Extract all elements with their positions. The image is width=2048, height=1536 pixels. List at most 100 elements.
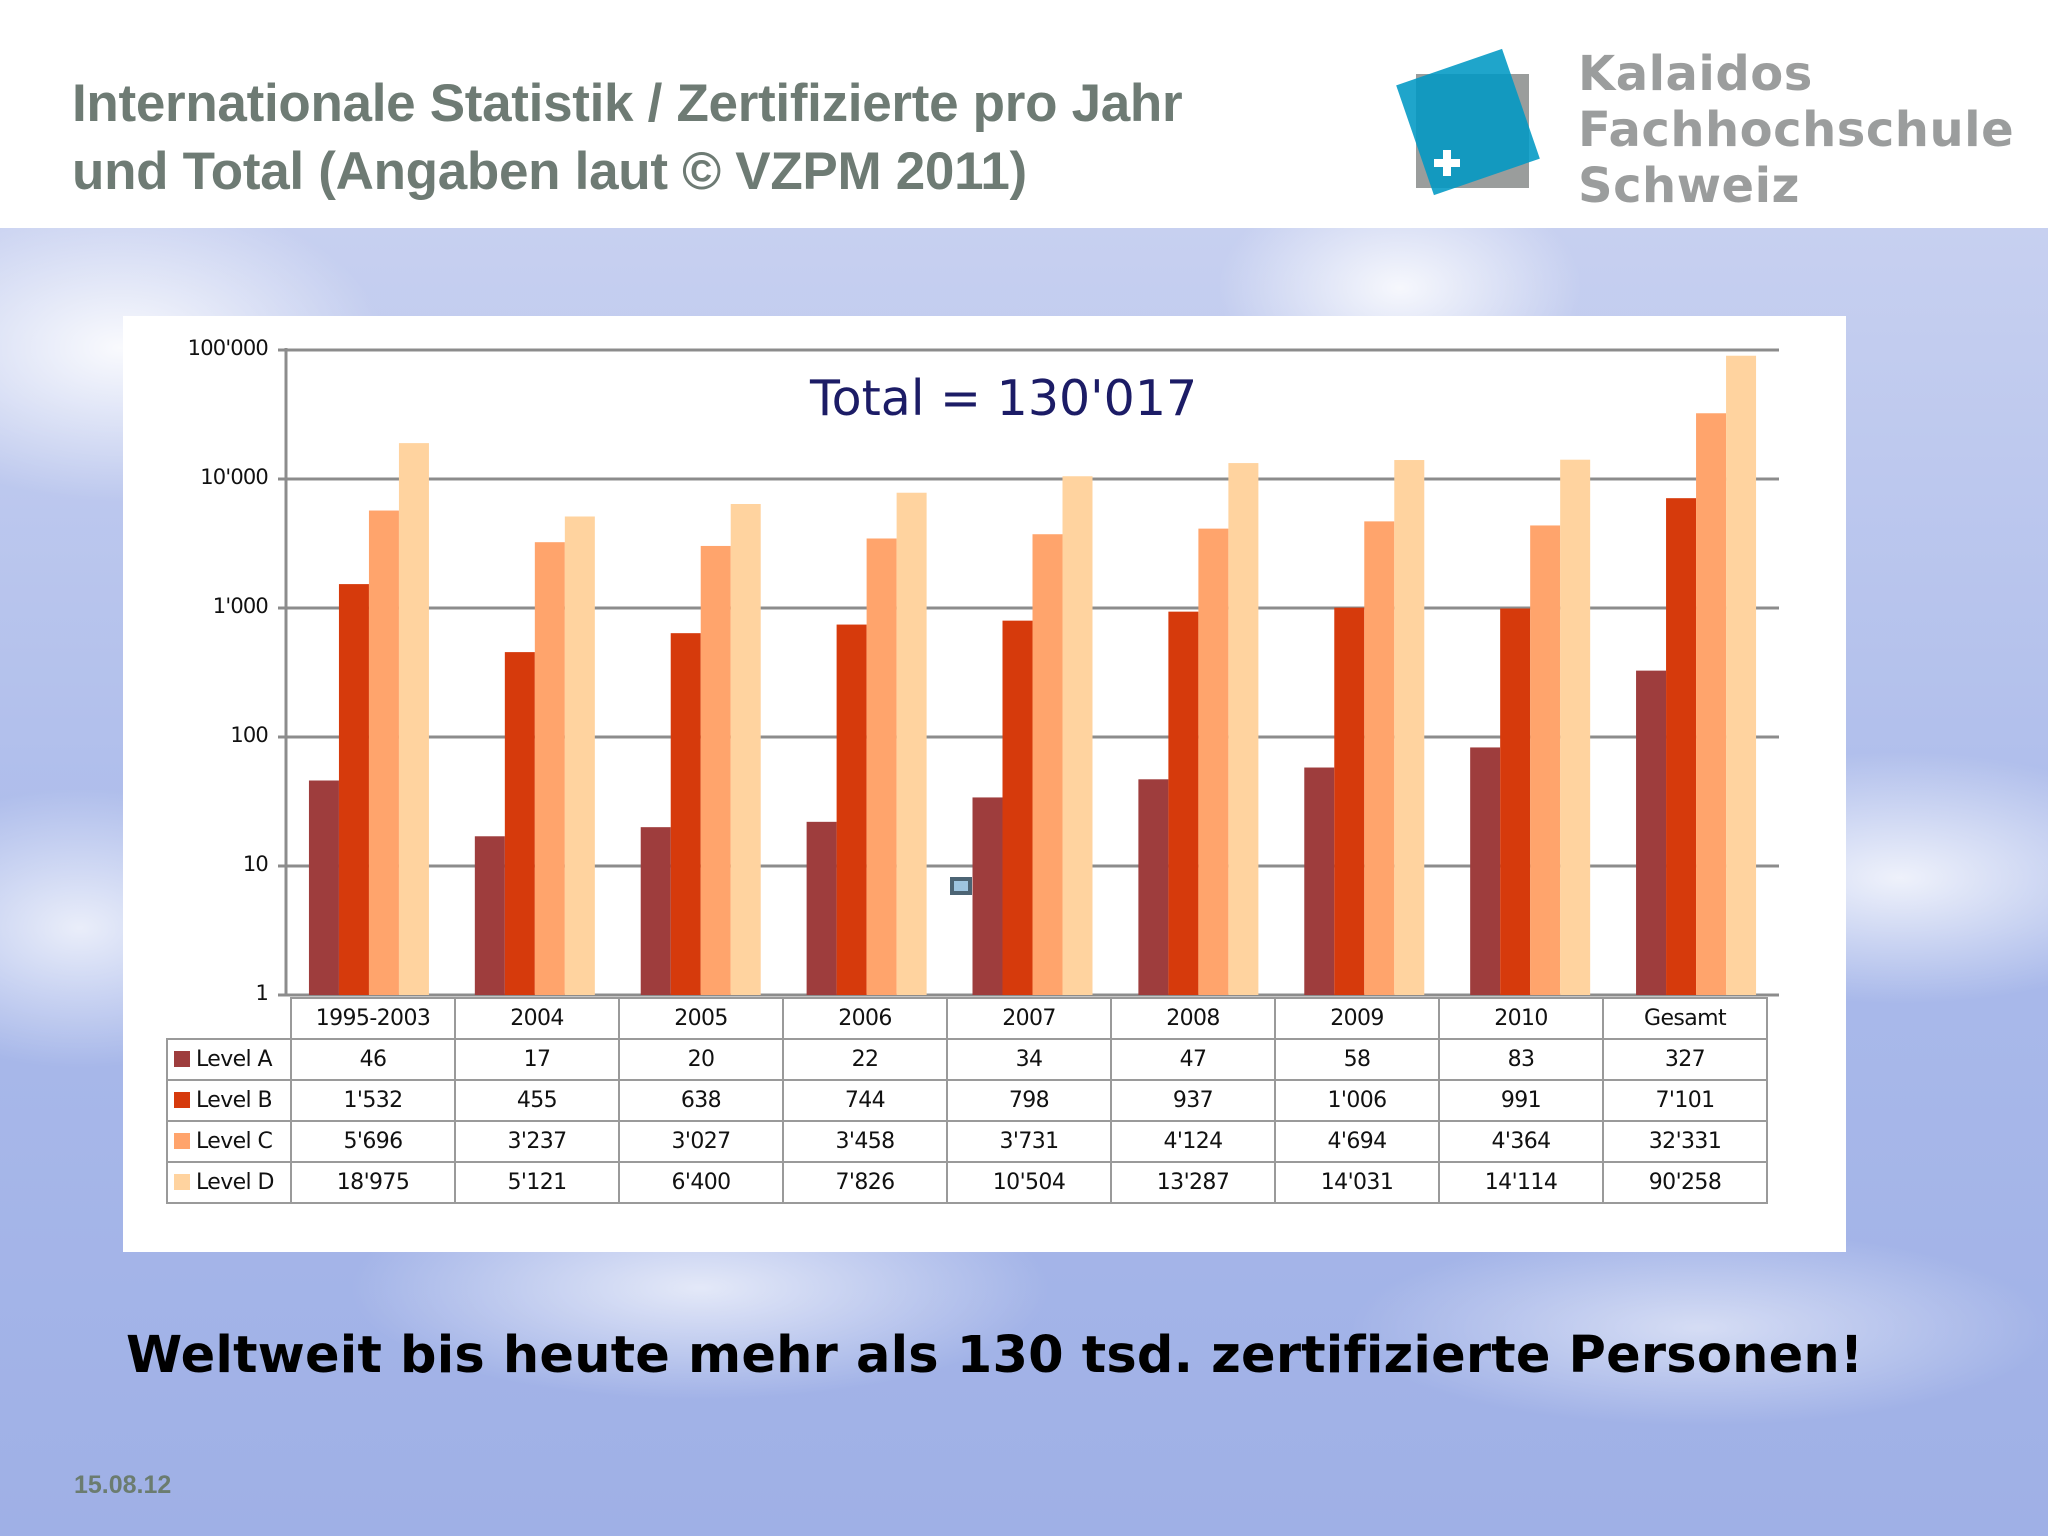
table-cell: 83	[1438, 1038, 1604, 1081]
logo-line-1: Kalaidos	[1578, 46, 1813, 102]
table-cell: 1'006	[1274, 1079, 1440, 1122]
legend-swatch-icon	[174, 1092, 190, 1108]
table-cell: 5'121	[454, 1161, 620, 1204]
bar-level-d	[1394, 460, 1425, 995]
y-tick-label: 100	[230, 723, 268, 747]
bar-level-b	[836, 624, 867, 995]
table-cell: 22	[782, 1038, 948, 1081]
legend-label: Level A	[196, 1047, 273, 1072]
footer-statement: Weltweit bis heute mehr als 130 tsd. zer…	[126, 1326, 1864, 1385]
table-cell: 90'258	[1602, 1161, 1768, 1204]
chart-total-title: Total = 130'017	[810, 370, 1198, 427]
legend-swatch-icon	[174, 1133, 190, 1149]
table-cell: 937	[1110, 1079, 1276, 1122]
table-cell: 4'124	[1110, 1120, 1276, 1163]
y-tick-label: 10'000	[200, 465, 269, 489]
bar-level-a	[474, 836, 505, 995]
category-header: 2005	[618, 997, 784, 1040]
legend-swatch-icon	[174, 1051, 190, 1067]
table-cell: 20	[618, 1038, 784, 1081]
logo-line-2: Fachhochschule	[1578, 102, 2015, 158]
bar-level-c	[1198, 528, 1229, 995]
legend-label: Level B	[196, 1088, 273, 1113]
category-header: 2004	[454, 997, 620, 1040]
table-cell: 18'975	[290, 1161, 456, 1204]
cursor-marker-icon	[950, 877, 972, 895]
bar-level-b	[1666, 498, 1697, 995]
category-header: 2009	[1274, 997, 1440, 1040]
bar-level-c	[1032, 534, 1063, 995]
bar-level-b	[1168, 611, 1199, 995]
legend-entry: Level D	[166, 1161, 292, 1204]
y-tick-label: 1'000	[212, 594, 269, 618]
bar-level-b	[1334, 607, 1365, 995]
category-header: 2008	[1110, 997, 1276, 1040]
bar-level-b	[1500, 608, 1531, 995]
table-cell: 46	[290, 1038, 456, 1081]
category-header: 2006	[782, 997, 948, 1040]
table-cell: 638	[618, 1079, 784, 1122]
logo-line-3: Schweiz	[1578, 158, 1800, 214]
table-cell: 17	[454, 1038, 620, 1081]
table-cell: 4'364	[1438, 1120, 1604, 1163]
table-cell: 3'027	[618, 1120, 784, 1163]
bar-level-d	[1560, 459, 1591, 995]
bar-level-d	[1228, 463, 1259, 996]
table-cell: 32'331	[1602, 1120, 1768, 1163]
category-header: 2010	[1438, 997, 1604, 1040]
table-cell: 34	[946, 1038, 1112, 1081]
bar-level-a	[308, 780, 339, 995]
table-cell: 3'731	[946, 1120, 1112, 1163]
bar-level-d	[896, 492, 927, 995]
bar-level-a	[1304, 767, 1335, 995]
bar-level-b	[338, 584, 369, 995]
table-cell: 991	[1438, 1079, 1604, 1122]
table-row: Level D 18'975 5'121 6'400 7'826 10'504 13'287…	[166, 1161, 1768, 1204]
table-row: Level B 1'532 455 638 744 798 937 1'006 991 7'101	[166, 1079, 1768, 1122]
swiss-cross-icon	[1432, 148, 1462, 178]
table-cell: 13'287	[1110, 1161, 1276, 1204]
table-cell: 6'400	[618, 1161, 784, 1204]
table-cell: 798	[946, 1079, 1112, 1122]
table-cell: 3'458	[782, 1120, 948, 1163]
bar-level-c	[700, 545, 731, 995]
legend-entry: Level C	[166, 1120, 292, 1163]
legend-label: Level D	[196, 1170, 274, 1195]
y-tick-label: 100'000	[187, 336, 269, 360]
bar-level-d	[398, 443, 429, 995]
table-cell: 47	[1110, 1038, 1276, 1081]
table-cell: 58	[1274, 1038, 1440, 1081]
category-header: Gesamt	[1602, 997, 1768, 1040]
bar-level-d	[1062, 476, 1093, 995]
legend-label: Level C	[196, 1129, 273, 1154]
bar-level-c	[866, 538, 897, 995]
category-header: 1995-2003	[290, 997, 456, 1040]
slide-header: Internationale Statistik / Zertifizierte…	[0, 0, 2048, 228]
table-cell: 10'504	[946, 1161, 1112, 1204]
slide-title-line-2: und Total (Angaben laut © VZPM 2011)	[72, 142, 1027, 201]
legend-entry: Level B	[166, 1079, 292, 1122]
table-cell: 327	[1602, 1038, 1768, 1081]
bar-level-c	[1364, 521, 1395, 995]
bar-level-a	[1636, 670, 1667, 995]
bar-level-c	[368, 510, 399, 995]
bar-level-b	[504, 652, 535, 995]
bar-level-a	[806, 821, 837, 995]
slide-date: 15.08.12	[74, 1471, 172, 1499]
bar-level-a	[1138, 779, 1169, 995]
table-cell: 1'532	[290, 1079, 456, 1122]
bar-level-d	[1726, 355, 1757, 996]
table-corner	[167, 998, 292, 1040]
table-cell: 3'237	[454, 1120, 620, 1163]
chart-data-table: 1995-2003 2004 2005 2006 2007 2008 2009 2010 Ges…	[166, 997, 1768, 1204]
bar-level-a	[640, 827, 671, 995]
table-cell: 7'826	[782, 1161, 948, 1204]
table-row: Level A 46 17 20 22 34 47 58 83 327	[166, 1038, 1768, 1081]
logo-wordmark: Kalaidos Fachhochschule Schweiz	[1578, 46, 2014, 214]
category-header: 2007	[946, 997, 1112, 1040]
bar-level-c	[1530, 525, 1561, 995]
table-cell: 7'101	[1602, 1079, 1768, 1122]
table-cell: 14'114	[1438, 1161, 1604, 1204]
bar-level-c	[1696, 413, 1727, 995]
